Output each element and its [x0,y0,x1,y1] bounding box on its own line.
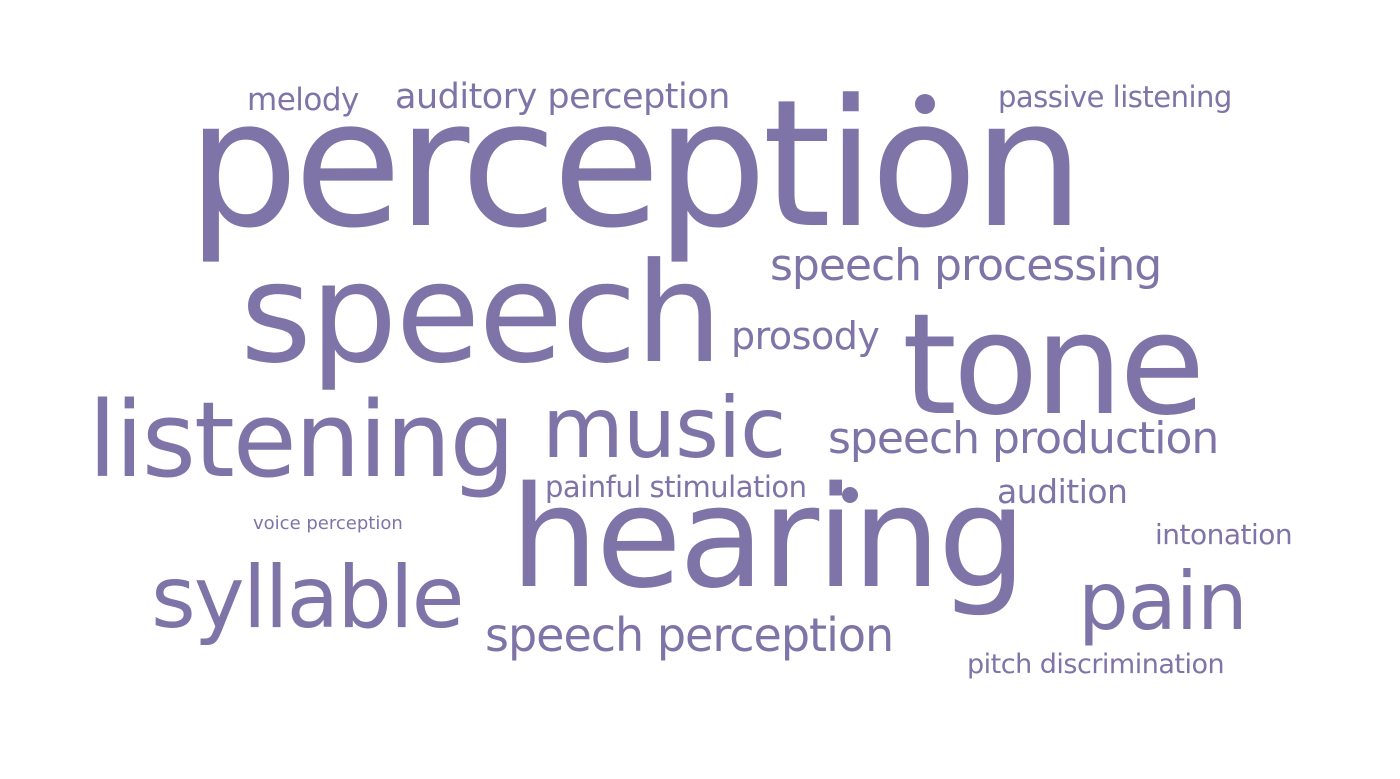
word-prosody: prosody [731,314,880,358]
word-pain: pain [1078,555,1248,648]
word-melody: melody [247,82,359,118]
word-hearing: hearing [510,457,1027,620]
word-audition: audition [997,472,1128,511]
decorative-dot [842,487,858,503]
word-auditory-perception: auditory perception [395,77,730,117]
word-pitch-discrimination: pitch discrimination [967,649,1225,680]
word-speech-perception: speech perception [485,608,894,662]
word-music: music [542,379,786,477]
word-tone: tone [902,284,1205,447]
word-listening: listening [88,379,515,501]
word-speech-production: speech production [828,413,1219,464]
word-speech-processing: speech processing [770,240,1162,291]
decorative-dot [915,94,935,114]
word-painful-stimulation: painful stimulation [545,470,807,504]
word-syllable: syllable [151,548,465,648]
word-voice-perception: voice perception [253,513,403,534]
word-passive-listening: passive listening [998,80,1232,114]
word-speech: speech [240,233,723,394]
word-intonation: intonation [1155,518,1293,551]
